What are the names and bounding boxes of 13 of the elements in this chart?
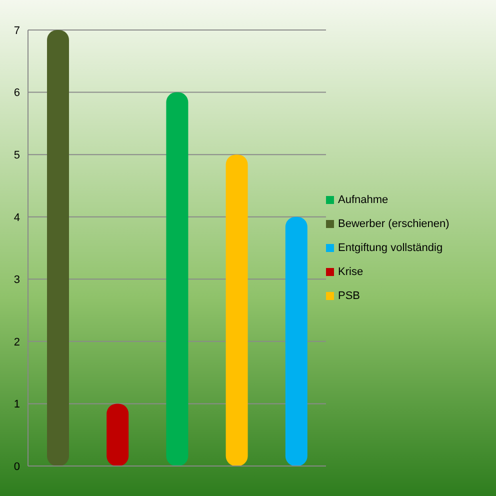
y-tick-label: 7 — [14, 24, 20, 37]
legend-label: PSB — [338, 290, 360, 302]
legend-label: Bewerber (erschienen) — [338, 218, 450, 230]
y-tick-label: 2 — [14, 336, 20, 348]
y-tick-label: 0 — [14, 460, 20, 473]
y-tick-label: 3 — [14, 274, 20, 286]
y-tick-label: 4 — [14, 212, 20, 224]
legend-label: Entgiftung vollständig — [338, 242, 443, 254]
y-tick-label: 5 — [14, 149, 20, 162]
legend-label: Aufnahme — [338, 194, 388, 206]
y-tick-label: 1 — [14, 398, 20, 411]
y-tick-label: 6 — [14, 87, 20, 100]
legend-label: Krise — [338, 266, 364, 278]
